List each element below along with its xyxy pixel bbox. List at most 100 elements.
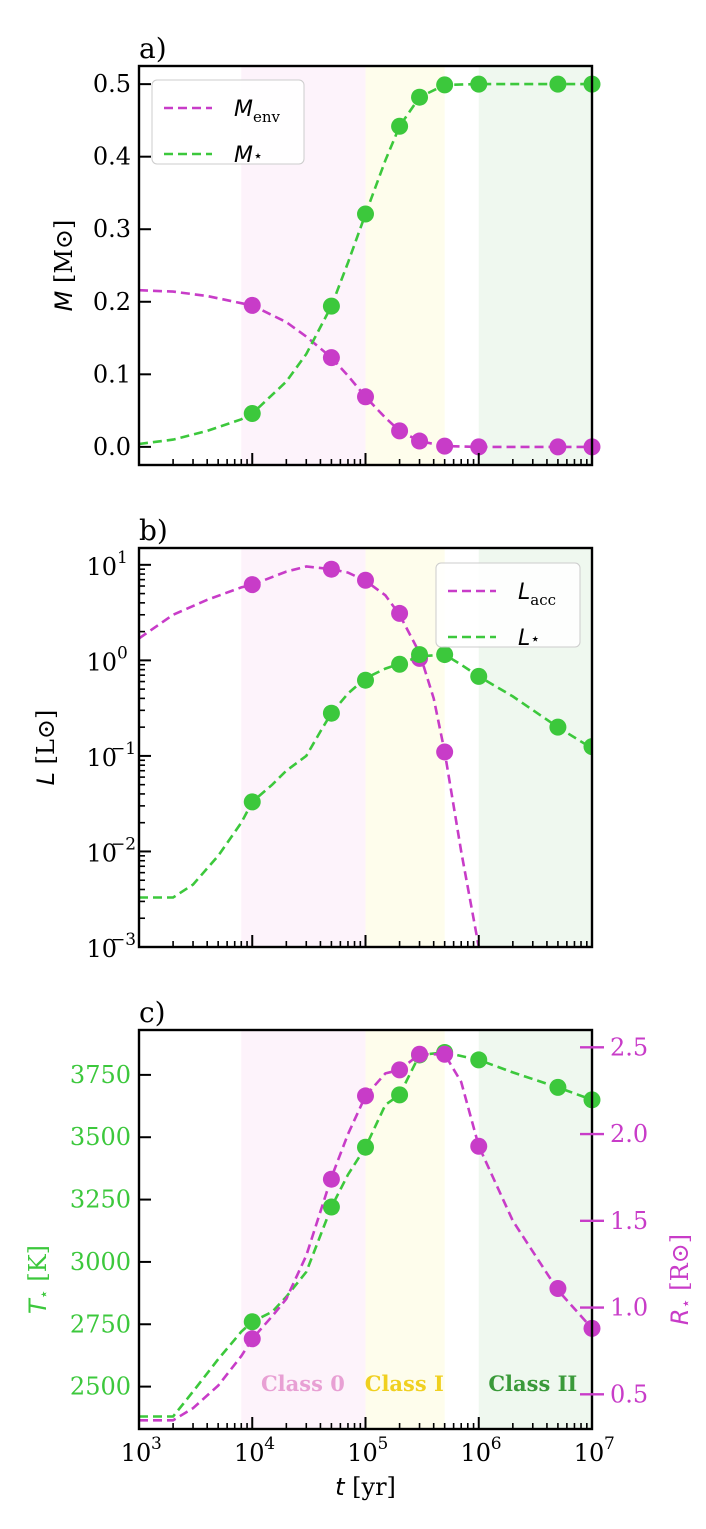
- y-tick-exponent: 0: [117, 643, 128, 663]
- y-tick-label: 0.1: [93, 360, 131, 388]
- class-region-0: [241, 548, 366, 947]
- panel-b-Lacc-line: [139, 565, 481, 947]
- y-right-unit: [R⊙]: [666, 1234, 694, 1299]
- y-left-axis-title: T⋆ [K]: [24, 1245, 53, 1314]
- panel-c-Rstar-point: [411, 1045, 429, 1063]
- y-tick-label: 10: [86, 553, 117, 581]
- panel-a-Mstar-point: [411, 88, 429, 106]
- panel-c-Rstar-point: [549, 1279, 567, 1297]
- y-left-tick-label: 2500: [70, 1373, 131, 1401]
- x-tick-label: 10: [460, 1439, 491, 1467]
- tick-base: 10: [86, 839, 117, 867]
- panel-label: a): [139, 32, 167, 65]
- panel-c-Rstar-point: [391, 1061, 409, 1079]
- legend-box: [151, 79, 305, 165]
- y-axis-unit: [M⊙]: [50, 220, 78, 291]
- y-axis-symbol: L: [32, 772, 60, 785]
- panel-a-Mstar-point: [322, 297, 340, 315]
- y-left-tick-label: 3000: [70, 1248, 131, 1276]
- y-tick-label: 0.5: [93, 70, 131, 98]
- panel-a-Menv-point: [436, 437, 454, 455]
- panel-c-Rstar-point: [436, 1045, 454, 1063]
- y-tick-label: 0.4: [93, 143, 131, 171]
- panel-c-temperature-radius: 2500 2750 3000 3250 3500 3750 0.5 1.0 1.5 2.0 2.5 1…: [24, 996, 695, 1501]
- class-label-2: Class II: [488, 1371, 577, 1396]
- y-left-tick-label: 3250: [70, 1186, 131, 1214]
- class-label-1: Class I: [365, 1371, 444, 1396]
- legend-entry-1: M⋆: [234, 143, 263, 168]
- y-tick-exponent: −3: [111, 930, 136, 950]
- panel-c-Rstar-point: [357, 1087, 374, 1105]
- y-tick-label: 10: [86, 744, 117, 772]
- panel-c-Tstar-point: [243, 1313, 261, 1331]
- y-axis-title: M [M⊙]: [50, 220, 78, 312]
- x-tick-exponent: 3: [151, 1434, 162, 1454]
- panel-a-Menv-point: [243, 296, 261, 314]
- y-right-tick-label: 0.5: [610, 1380, 648, 1408]
- x-tick-exponent: 5: [378, 1434, 389, 1454]
- y-left-tick-label: 3500: [70, 1123, 131, 1151]
- x-tick-label: 10: [234, 1439, 265, 1467]
- panel-a-Menv-point: [391, 422, 409, 440]
- class-region-0: [241, 1030, 366, 1429]
- y-tick-exponent: −2: [111, 834, 136, 854]
- panel-a-Mstar-point: [357, 205, 374, 223]
- panel-label: b): [139, 514, 168, 547]
- panel-b-Lstar-point: [411, 646, 429, 664]
- y-left-tick-label: 2750: [70, 1310, 131, 1338]
- panel-b-Lstar-point: [391, 655, 409, 673]
- panel-c-Tstar-point: [357, 1138, 374, 1156]
- y-axis-unit: [L⊙]: [32, 710, 60, 772]
- panel-b-Lacc-point: [436, 743, 454, 761]
- tick-base: 10: [86, 553, 117, 581]
- panel-a-Mstar-point: [243, 404, 261, 422]
- panel-b-Lacc-point: [243, 576, 261, 594]
- y-tick-label: 10: [86, 935, 117, 963]
- panel-c-Rstar-line: [139, 1053, 593, 1422]
- y-right-symbol: R: [666, 1308, 694, 1325]
- legend-subscript: env: [253, 108, 281, 126]
- panel-b-Lstar-point: [470, 667, 488, 685]
- y-left-unit: [K]: [24, 1245, 52, 1289]
- x-tick-label: 10: [574, 1439, 605, 1467]
- x-tick-label: 10: [121, 1439, 152, 1467]
- y-tick-label: 10: [86, 839, 117, 867]
- legend-symbol: M: [234, 97, 253, 122]
- x-tick-label: 10: [347, 1439, 378, 1467]
- tick-base: 10: [86, 744, 117, 772]
- panel-b-Lstar-point: [357, 671, 374, 689]
- y-tick-label: 0.2: [93, 288, 131, 316]
- legend-symbol: L: [518, 580, 530, 605]
- panel-a-Menv-point: [357, 388, 374, 406]
- panel-b-Lstar-point: [322, 704, 340, 722]
- tick-base: 10: [86, 935, 117, 963]
- x-axis-title: t [yr]: [335, 1473, 396, 1501]
- panel-c-Rstar-point: [470, 1137, 488, 1155]
- panel-c-Tstar-point: [322, 1198, 340, 1216]
- legend-subscript: ⋆: [253, 146, 263, 165]
- y-right-tick-label: 1.5: [610, 1207, 648, 1235]
- panel-a-Menv-point: [322, 349, 340, 367]
- y-right-tick-label: 2.0: [610, 1120, 648, 1148]
- panel-b-Lstar-point: [549, 718, 567, 736]
- panel-c-Rstar-point: [243, 1330, 261, 1348]
- legend-subscript: ⋆: [530, 629, 540, 648]
- legend-subscript: acc: [530, 591, 556, 609]
- y-axis-title: L [L⊙]: [32, 710, 60, 786]
- panel-a-Mstar-point: [436, 76, 454, 94]
- x-tick-exponent: 6: [491, 1434, 502, 1454]
- legend-symbol: M: [234, 143, 253, 168]
- y-tick-label: 0.3: [93, 215, 131, 243]
- legend-entry-1: L⋆: [518, 626, 540, 651]
- panel-a-Menv-point: [470, 438, 488, 456]
- y-right-tick-label: 1.0: [610, 1294, 648, 1322]
- x-tick-exponent: 7: [604, 1434, 615, 1454]
- panel-b-Lstar-line: [139, 653, 592, 899]
- panel-label: c): [139, 996, 166, 1029]
- panel-b-Lacc-point: [391, 604, 409, 622]
- panel-a-Menv-point: [549, 438, 567, 456]
- panel-a-Mstar-point: [549, 75, 567, 93]
- y-left-subscript: ⋆: [34, 1289, 53, 1299]
